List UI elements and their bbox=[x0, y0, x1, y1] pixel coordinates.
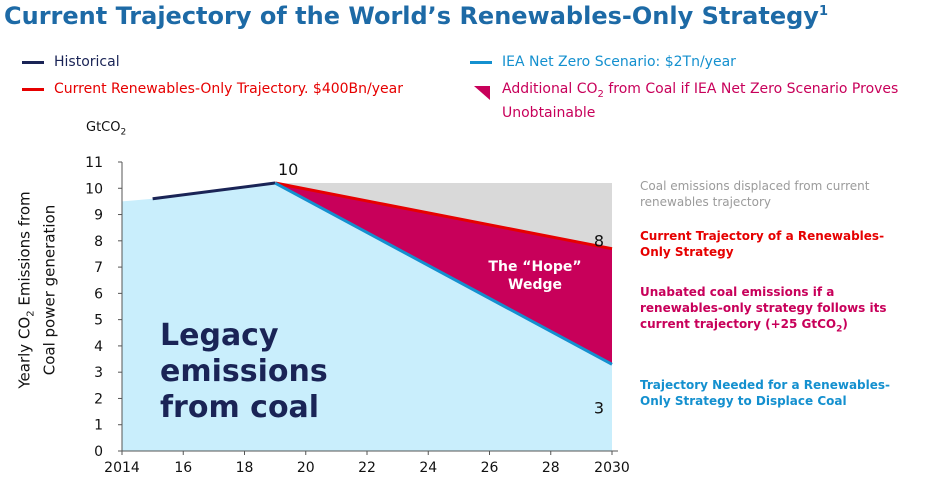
x-tick-label: 2014 bbox=[104, 460, 140, 476]
legend-historical-swatch bbox=[22, 60, 44, 64]
legend-iea-net-zero: IEA Net Zero Scenario: $2Tn/year bbox=[470, 54, 736, 70]
x-tick-label: 16 bbox=[174, 460, 192, 476]
historical-line bbox=[152, 181, 276, 201]
y-tick-label: 4 bbox=[94, 339, 103, 355]
iea-net-zero-line bbox=[274, 181, 613, 366]
annotation-unabated: Unabated coal emissions if a renewables-… bbox=[640, 285, 887, 335]
x-tick-label: 2030 bbox=[594, 460, 630, 476]
y-tick-label: 10 bbox=[85, 181, 103, 197]
x-tick-label: 28 bbox=[542, 460, 560, 476]
x-tick-label: 18 bbox=[236, 460, 254, 476]
legend-additional-co2: Additional CO2 from Coal if IEA Net Zero… bbox=[474, 80, 931, 122]
y-tick-label: 1 bbox=[94, 418, 103, 434]
y-tick-label: 3 bbox=[94, 365, 103, 381]
hope-wedge-label: The “Hope” Wedge bbox=[488, 259, 582, 293]
triangle-icon bbox=[474, 86, 490, 100]
y-axis-unit: GtCO2 bbox=[86, 120, 127, 138]
x-tick-label: 20 bbox=[297, 460, 315, 476]
x-tick-label: 26 bbox=[481, 460, 499, 476]
y-tick-label: 11 bbox=[85, 155, 103, 171]
x-tick-label: 22 bbox=[358, 460, 376, 476]
current-trajectory-line bbox=[274, 181, 613, 251]
legend-current-trajectory: Current Renewables-Only Trajectory. $400… bbox=[22, 81, 403, 97]
x-tick-label: 24 bbox=[419, 460, 437, 476]
data-label: 8 bbox=[594, 232, 604, 251]
legend-current-swatch bbox=[22, 87, 44, 91]
data-label: 10 bbox=[278, 160, 298, 179]
legend-historical: Historical bbox=[22, 54, 120, 70]
legacy-emissions-label: Legacy emissions from coal bbox=[160, 318, 328, 425]
page-title: Current Trajectory of the World’s Renewa… bbox=[4, 2, 828, 30]
legacy-emissions-area bbox=[122, 183, 612, 451]
annotation-trajectory-needed: Trajectory Needed for a Renewables-Only … bbox=[640, 378, 891, 408]
annotation-displaced: Coal emissions displaced from current re… bbox=[640, 179, 870, 209]
y-tick-label: 6 bbox=[94, 286, 103, 302]
y-tick-label: 9 bbox=[94, 208, 103, 224]
y-tick-label: 2 bbox=[94, 391, 103, 407]
y-tick-label: 0 bbox=[94, 444, 103, 460]
annotation-current-trajectory: Current Trajectory of a Renewables-Only … bbox=[640, 229, 885, 259]
y-tick-label: 5 bbox=[94, 313, 103, 329]
y-tick-label: 7 bbox=[94, 260, 103, 276]
title-footnote: 1 bbox=[818, 4, 828, 19]
legend-iea-swatch bbox=[470, 60, 492, 64]
data-label: 3 bbox=[594, 398, 604, 417]
y-tick-label: 8 bbox=[94, 234, 103, 250]
